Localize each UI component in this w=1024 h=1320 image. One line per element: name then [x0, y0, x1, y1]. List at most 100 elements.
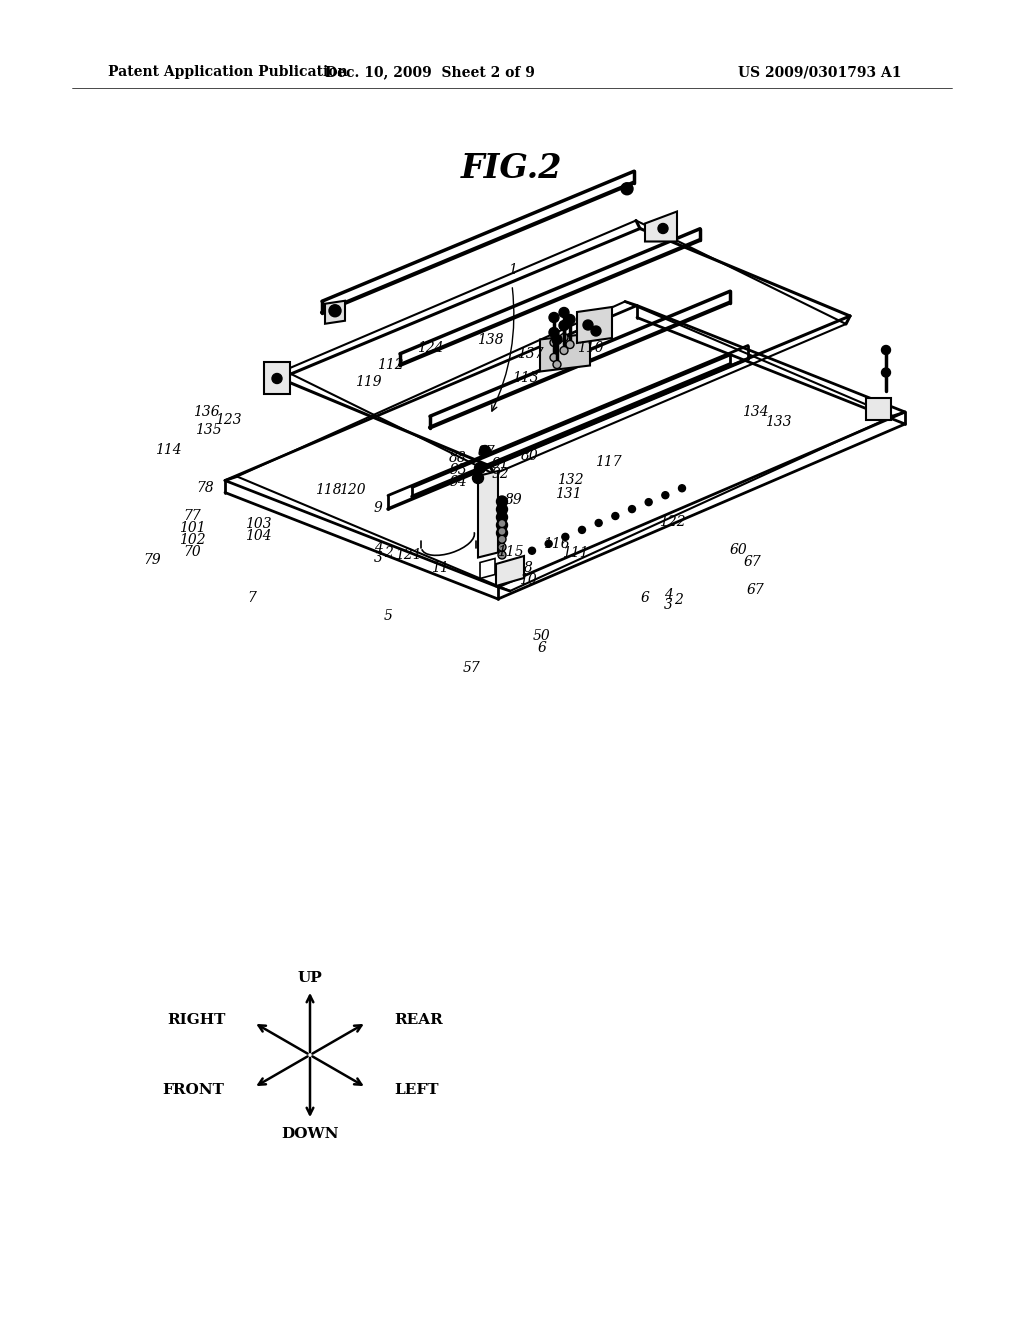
Text: 79: 79 — [143, 553, 161, 568]
Text: US 2009/0301793 A1: US 2009/0301793 A1 — [738, 65, 902, 79]
Circle shape — [498, 528, 506, 536]
Text: 1: 1 — [508, 263, 516, 277]
Polygon shape — [480, 558, 495, 578]
Text: 103: 103 — [245, 517, 271, 531]
Polygon shape — [264, 362, 290, 393]
Circle shape — [497, 512, 508, 523]
Text: 115: 115 — [497, 545, 523, 558]
Text: 78: 78 — [197, 480, 214, 495]
Circle shape — [498, 520, 506, 528]
Text: 112: 112 — [377, 358, 403, 372]
Text: 122: 122 — [658, 515, 685, 529]
Text: 5: 5 — [384, 609, 392, 623]
Circle shape — [621, 182, 633, 195]
Circle shape — [553, 360, 561, 368]
Text: 8: 8 — [523, 561, 532, 576]
Circle shape — [528, 548, 536, 554]
Circle shape — [545, 540, 552, 548]
Circle shape — [498, 535, 506, 544]
Text: 114: 114 — [155, 444, 181, 457]
Text: 57: 57 — [463, 661, 481, 675]
Text: LEFT: LEFT — [394, 1082, 439, 1097]
Text: 60: 60 — [729, 543, 746, 557]
Circle shape — [562, 533, 569, 540]
Text: 110: 110 — [577, 341, 603, 355]
Circle shape — [498, 543, 506, 552]
Text: 118: 118 — [314, 483, 341, 498]
Polygon shape — [645, 211, 677, 242]
Text: 67: 67 — [746, 583, 764, 597]
Text: UP: UP — [298, 972, 323, 985]
Text: 6: 6 — [641, 591, 649, 605]
Circle shape — [611, 512, 618, 520]
Circle shape — [559, 308, 569, 318]
Text: 3: 3 — [664, 598, 673, 612]
Circle shape — [549, 327, 559, 338]
Circle shape — [679, 484, 685, 492]
Circle shape — [583, 319, 593, 330]
Text: 119: 119 — [354, 375, 381, 389]
Text: 117: 117 — [595, 455, 622, 469]
Circle shape — [882, 346, 891, 355]
Text: 4: 4 — [374, 541, 382, 554]
Text: 124: 124 — [417, 341, 443, 355]
Circle shape — [560, 334, 568, 342]
Circle shape — [497, 496, 508, 507]
Circle shape — [549, 313, 559, 322]
Circle shape — [565, 314, 575, 325]
Text: 116: 116 — [543, 537, 569, 550]
Text: Patent Application Publication: Patent Application Publication — [108, 65, 347, 79]
Circle shape — [552, 334, 562, 345]
Circle shape — [566, 341, 574, 348]
Text: 137: 137 — [517, 347, 544, 360]
Circle shape — [579, 527, 586, 533]
Text: 120: 120 — [339, 483, 366, 498]
Text: 111: 111 — [562, 546, 589, 560]
Circle shape — [559, 321, 569, 330]
Text: REAR: REAR — [394, 1014, 443, 1027]
Text: 2: 2 — [674, 593, 682, 607]
Text: 102: 102 — [178, 533, 206, 546]
Text: FRONT: FRONT — [162, 1082, 223, 1097]
Circle shape — [882, 368, 891, 378]
Circle shape — [591, 326, 601, 337]
Text: 80: 80 — [521, 449, 539, 463]
Text: 113: 113 — [512, 371, 539, 385]
Text: 132: 132 — [557, 473, 584, 487]
Polygon shape — [540, 334, 590, 371]
Text: 77: 77 — [183, 510, 201, 523]
Circle shape — [272, 374, 282, 384]
Circle shape — [497, 520, 508, 531]
Circle shape — [472, 473, 483, 483]
Text: 70: 70 — [183, 545, 201, 558]
Text: DOWN: DOWN — [282, 1127, 339, 1140]
Text: 133: 133 — [765, 414, 792, 429]
Text: 89: 89 — [505, 492, 523, 507]
Polygon shape — [478, 471, 498, 557]
Circle shape — [497, 504, 508, 515]
Text: 87: 87 — [478, 445, 496, 459]
Text: 6: 6 — [538, 642, 547, 655]
Polygon shape — [325, 301, 345, 323]
Circle shape — [645, 499, 652, 506]
Circle shape — [498, 550, 506, 558]
Text: 135: 135 — [195, 422, 221, 437]
Text: 88: 88 — [450, 451, 467, 465]
Text: 2: 2 — [384, 546, 392, 560]
Circle shape — [629, 506, 636, 512]
Circle shape — [329, 305, 341, 317]
Text: 123: 123 — [215, 413, 242, 426]
Text: 91: 91 — [492, 457, 509, 471]
Text: RIGHT: RIGHT — [167, 1014, 225, 1027]
Circle shape — [595, 520, 602, 527]
Text: 134: 134 — [741, 405, 768, 418]
Circle shape — [479, 446, 490, 457]
Circle shape — [497, 528, 508, 539]
Text: 7: 7 — [248, 591, 256, 605]
Polygon shape — [496, 556, 524, 586]
Circle shape — [550, 354, 558, 362]
Circle shape — [550, 338, 558, 346]
Text: 93: 93 — [450, 463, 467, 477]
Polygon shape — [577, 308, 612, 343]
Text: FIG.2: FIG.2 — [461, 152, 563, 185]
